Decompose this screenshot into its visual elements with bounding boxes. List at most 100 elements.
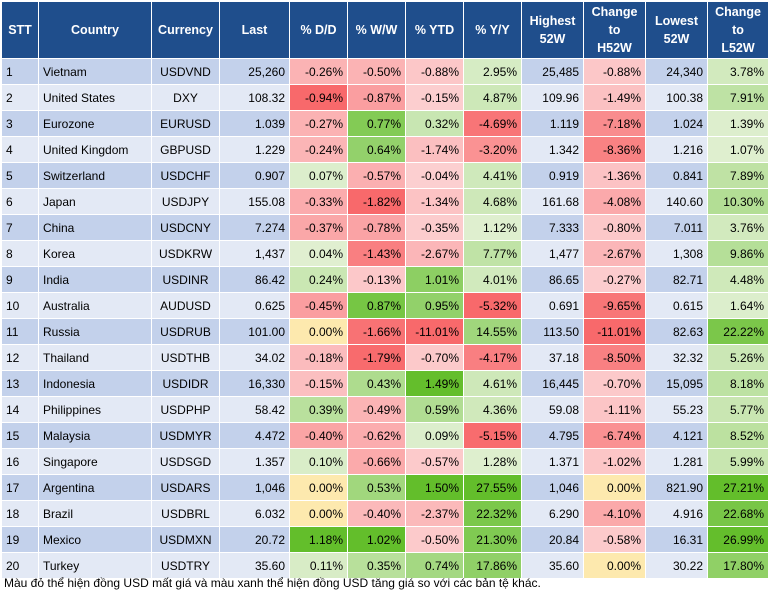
low-52w-cell: 1.281: [645, 448, 708, 475]
country-cell: Argentina: [38, 474, 152, 501]
high-52w-cell: 1,477: [521, 240, 584, 267]
row-number-cell: 4: [1, 136, 39, 163]
column-header-text: STT: [8, 23, 32, 37]
currency-cell: USDIDR: [151, 370, 220, 397]
change-to-low-cell: 1.07%: [707, 136, 769, 163]
pct-day-cell: -0.45%: [289, 292, 348, 319]
currency-cell: USDTHB: [151, 344, 220, 371]
low-52w-cell: 16.31: [645, 526, 708, 553]
last-value-cell: 1.229: [219, 136, 290, 163]
pct-day-cell: -0.33%: [289, 188, 348, 215]
pct-ytd-cell: -1.74%: [405, 136, 464, 163]
last-value-cell: 6.032: [219, 500, 290, 527]
table-row: 3 Eurozone EURUSD 1.039 -0.27% 0.77% 0.32% -4.6…: [1, 110, 769, 137]
row-number-cell: 5: [1, 162, 39, 189]
last-value-cell: 1.039: [219, 110, 290, 137]
pct-year-cell: 2.95%: [463, 58, 522, 85]
column-header-text: to: [732, 23, 744, 37]
change-to-low-cell: 5.77%: [707, 396, 769, 423]
table-row: 5 Switzerland USDCHF 0.907 0.07% -0.57% -0.04%…: [1, 162, 769, 189]
pct-week-cell: -0.78%: [347, 214, 406, 241]
pct-ytd-cell: 0.59%: [405, 396, 464, 423]
row-number-cell: 17: [1, 474, 39, 501]
pct-year-cell: 4.36%: [463, 396, 522, 423]
low-52w-cell: 1.024: [645, 110, 708, 137]
pct-week-cell: 0.43%: [347, 370, 406, 397]
pct-ytd-cell: -2.37%: [405, 500, 464, 527]
column-header-text: % Y/Y: [475, 23, 510, 37]
country-cell: Philippines: [38, 396, 152, 423]
column-header-text: Change: [591, 5, 638, 19]
column-header: Last: [219, 1, 290, 59]
pct-day-cell: -0.37%: [289, 214, 348, 241]
low-52w-cell: 0.615: [645, 292, 708, 319]
pct-day-cell: 0.24%: [289, 266, 348, 293]
pct-year-cell: -5.15%: [463, 422, 522, 449]
low-52w-cell: 7.011: [645, 214, 708, 241]
change-to-low-cell: 17.80%: [707, 552, 769, 579]
table-row: 7 China USDCNY 7.274 -0.37% -0.78% -0.35% 1.12%…: [1, 214, 769, 241]
last-value-cell: 25,260: [219, 58, 290, 85]
pct-day-cell: 0.00%: [289, 500, 348, 527]
pct-day-cell: 0.39%: [289, 396, 348, 423]
pct-ytd-cell: -11.01%: [405, 318, 464, 345]
currency-cell: USDTRY: [151, 552, 220, 579]
change-to-high-cell: -0.88%: [583, 58, 646, 85]
pct-week-cell: -1.66%: [347, 318, 406, 345]
column-header: Currency: [151, 1, 220, 59]
pct-ytd-cell: 0.09%: [405, 422, 464, 449]
column-header-text: Highest: [529, 14, 576, 28]
high-52w-cell: 161.68: [521, 188, 584, 215]
low-52w-cell: 1,308: [645, 240, 708, 267]
country-cell: Russia: [38, 318, 152, 345]
last-value-cell: 0.625: [219, 292, 290, 319]
column-header-text: Lowest: [654, 14, 699, 28]
pct-ytd-cell: -0.04%: [405, 162, 464, 189]
change-to-low-cell: 7.91%: [707, 84, 769, 111]
high-52w-cell: 1.371: [521, 448, 584, 475]
change-to-high-cell: -0.80%: [583, 214, 646, 241]
table-row: 4 United Kingdom GBPUSD 1.229 -0.24% 0.64% -1.…: [1, 136, 769, 163]
high-52w-cell: 16,445: [521, 370, 584, 397]
table-body: 1 Vietnam USDVND 25,260 -0.26% -0.50% -0.88% 2.…: [1, 58, 769, 579]
pct-ytd-cell: 1.49%: [405, 370, 464, 397]
high-52w-cell: 4.795: [521, 422, 584, 449]
pct-ytd-cell: 0.95%: [405, 292, 464, 319]
column-header-text: % W/W: [355, 23, 398, 37]
pct-day-cell: 0.00%: [289, 474, 348, 501]
last-value-cell: 4.472: [219, 422, 290, 449]
low-52w-cell: 15,095: [645, 370, 708, 397]
pct-week-cell: 0.87%: [347, 292, 406, 319]
currency-cell: USDRUB: [151, 318, 220, 345]
change-to-high-cell: -1.11%: [583, 396, 646, 423]
change-to-low-cell: 22.68%: [707, 500, 769, 527]
row-number-cell: 10: [1, 292, 39, 319]
row-number-cell: 7: [1, 214, 39, 241]
low-52w-cell: 821.90: [645, 474, 708, 501]
table-row: 6 Japan USDJPY 155.08 -0.33% -1.82% -1.34% 4.68…: [1, 188, 769, 215]
change-to-low-cell: 5.26%: [707, 344, 769, 371]
pct-week-cell: -0.62%: [347, 422, 406, 449]
pct-ytd-cell: -1.34%: [405, 188, 464, 215]
table-header: STT Country Currency Last % D/D % W/W % YTD % Y…: [1, 1, 769, 59]
high-52w-cell: 1,046: [521, 474, 584, 501]
last-value-cell: 34.02: [219, 344, 290, 371]
column-header: Change to L52W: [707, 1, 769, 59]
change-to-high-cell: -4.10%: [583, 500, 646, 527]
low-52w-cell: 55.23: [645, 396, 708, 423]
pct-year-cell: 4.68%: [463, 188, 522, 215]
change-to-high-cell: -1.02%: [583, 448, 646, 475]
last-value-cell: 35.60: [219, 552, 290, 579]
high-52w-cell: 113.50: [521, 318, 584, 345]
high-52w-cell: 1.342: [521, 136, 584, 163]
change-to-high-cell: 0.00%: [583, 474, 646, 501]
high-52w-cell: 59.08: [521, 396, 584, 423]
low-52w-cell: 24,340: [645, 58, 708, 85]
pct-year-cell: 27.55%: [463, 474, 522, 501]
change-to-high-cell: 0.00%: [583, 552, 646, 579]
change-to-low-cell: 7.89%: [707, 162, 769, 189]
pct-ytd-cell: 1.50%: [405, 474, 464, 501]
column-header: % W/W: [347, 1, 406, 59]
column-header-text: 52W: [663, 32, 690, 46]
row-number-cell: 15: [1, 422, 39, 449]
